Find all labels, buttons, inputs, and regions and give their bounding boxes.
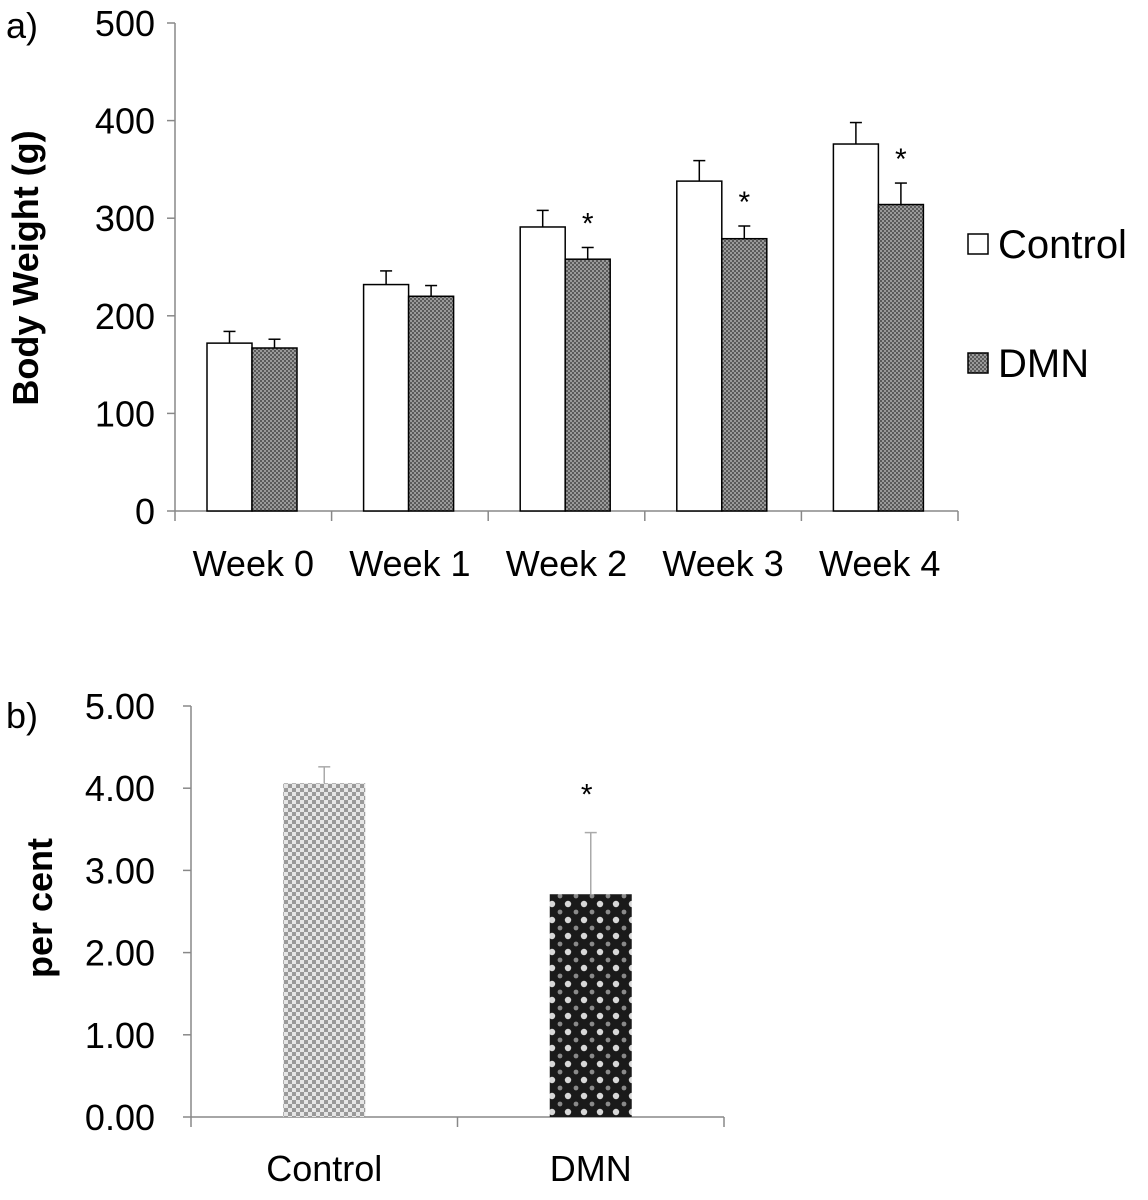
bar-dmn-week-2 (564, 258, 611, 512)
y-tick-label-b: 2.00 (85, 933, 155, 974)
y-axis-a: 0 100 200 300 400 500 (95, 3, 959, 532)
panel-label-b: b) (6, 695, 38, 736)
x-axis-b: Control DMN (266, 1148, 632, 1189)
y-axis-b: 0.00 1.00 2.00 3.00 4.00 5.00 (85, 686, 725, 1138)
bars-b: * (283, 766, 632, 1117)
chart-b: b) per cent 0.00 1.00 2.00 3.00 4.00 5.00 * C… (6, 686, 725, 1189)
bar-dmn-week-3 (721, 237, 768, 512)
significance-marker: * (582, 207, 594, 240)
x-tick-label-a: Week 0 (193, 543, 314, 584)
y-tick-label-a: 100 (95, 393, 155, 434)
legend-label-dmn: DMN (998, 342, 1089, 386)
chart-a: a) Body Weight (g) 0 100 200 300 400 500 * ** … (5, 3, 1127, 584)
y-axis-title-a: Body Weight (g) (5, 130, 46, 405)
significance-marker: * (895, 143, 907, 176)
x-tick-label-b: Control (266, 1148, 382, 1189)
bar-dmn (549, 894, 632, 1117)
x-tick-label-a: Week 1 (349, 543, 470, 584)
y-tick-label-b: 4.00 (85, 768, 155, 809)
y-axis-title-b: per cent (19, 838, 60, 978)
y-tick-label-b: 1.00 (85, 1015, 155, 1056)
x-tick-label-b: DMN (550, 1148, 632, 1189)
bar-control (283, 783, 366, 1117)
y-tick-label-a: 300 (95, 198, 155, 239)
y-tick-label-a: 400 (95, 101, 155, 142)
y-tick-label-b: 5.00 (85, 686, 155, 727)
panel-label-a: a) (6, 5, 38, 46)
significance-marker: * (738, 186, 750, 219)
legend-label-control: Control (998, 223, 1127, 267)
bars-a: * * * (206, 121, 925, 512)
x-tick-label-a: Week 3 (662, 543, 783, 584)
bar-control-week-4 (832, 143, 880, 512)
y-tick-label-a: 500 (95, 3, 155, 44)
bar-control-week-2 (519, 226, 566, 512)
y-tick-label-a: 0 (135, 491, 155, 532)
bar-control-week-1 (362, 283, 410, 512)
legend-swatch-control (967, 233, 989, 255)
y-tick-label-b: 0.00 (85, 1097, 155, 1138)
bar-dmn-week-4 (877, 203, 925, 512)
bar-dmn-week-1 (407, 295, 455, 512)
legend-swatch-dmn (967, 352, 989, 374)
x-tick-label-a: Week 2 (506, 543, 627, 584)
bar-control-week-3 (676, 180, 723, 512)
y-tick-label-b: 3.00 (85, 850, 155, 891)
bar-control-week-0 (206, 342, 253, 512)
significance-marker: * (581, 779, 593, 812)
x-tick-label-a: Week 4 (819, 543, 940, 584)
x-axis-a: Week 0 Week 1 Week 2 Week 3 Week 4 (193, 543, 941, 584)
bar-dmn-week-0 (251, 347, 298, 512)
y-tick-label-a: 200 (95, 296, 155, 337)
legend-a: Control DMN (967, 223, 1127, 386)
